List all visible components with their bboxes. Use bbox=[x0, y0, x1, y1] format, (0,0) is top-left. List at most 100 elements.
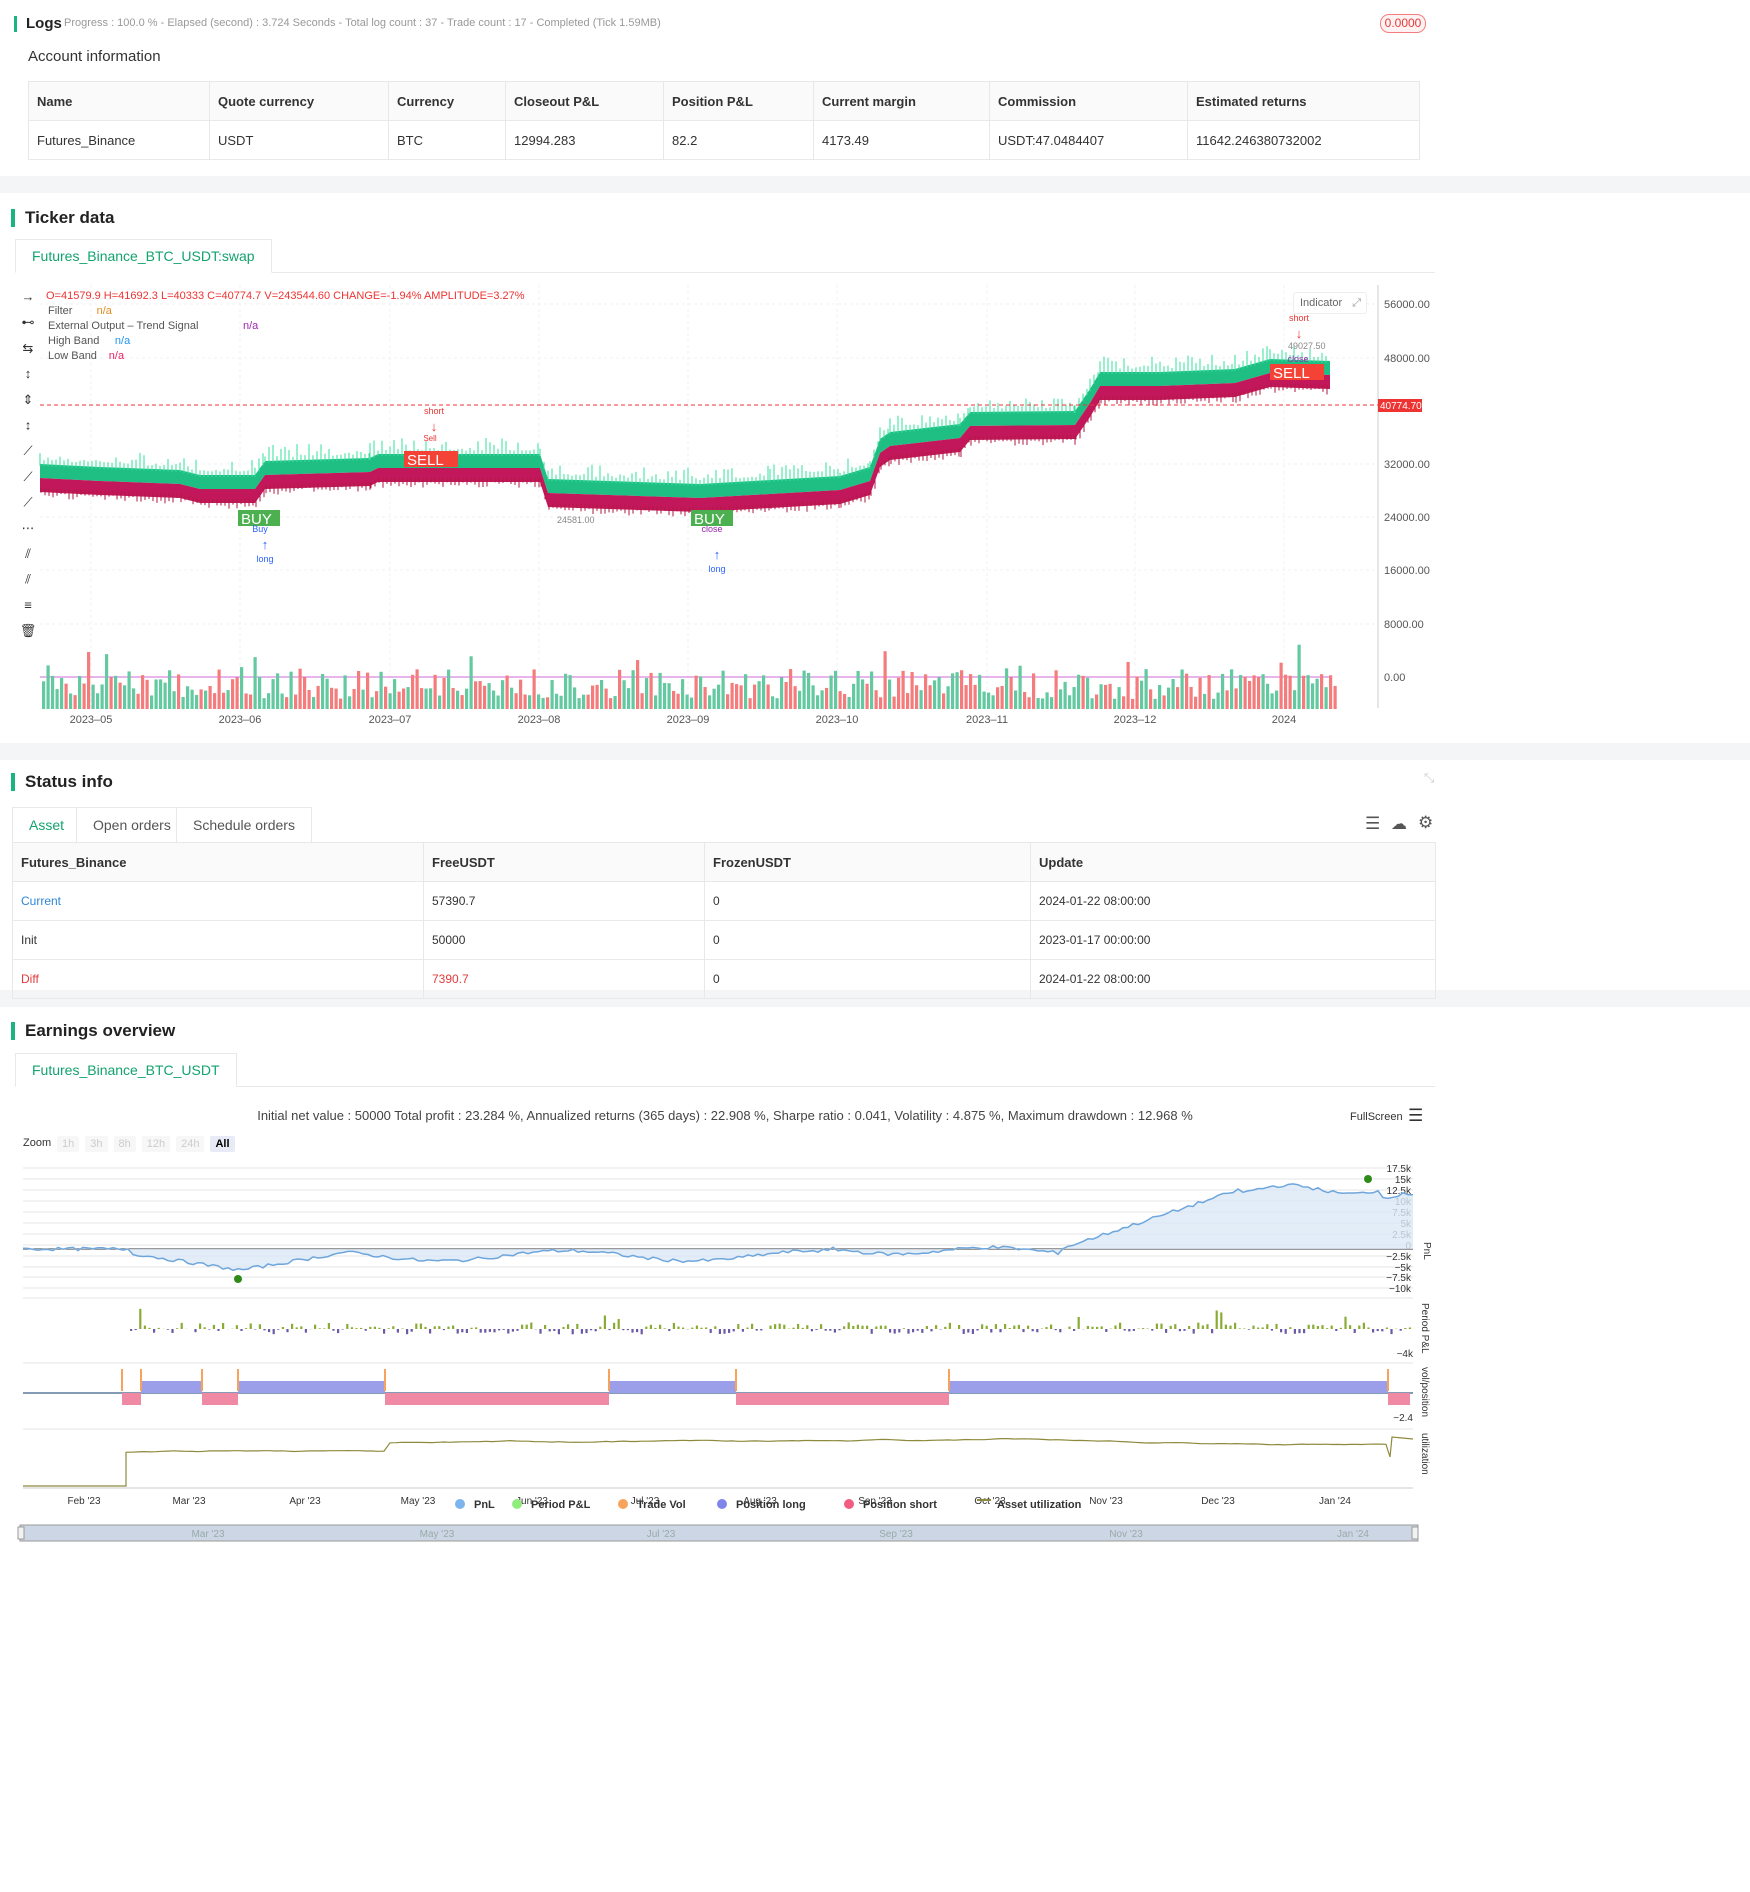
volume-bar bbox=[888, 679, 892, 709]
navigator-label: May '23 bbox=[420, 1529, 455, 1540]
axis-title: utilization bbox=[1419, 1433, 1430, 1475]
period-bar bbox=[884, 1325, 887, 1329]
period-bar bbox=[245, 1328, 248, 1329]
legend-value: n/a bbox=[109, 350, 125, 362]
row-current-label[interactable]: Current bbox=[12, 881, 424, 921]
extended-line-icon[interactable]: ⇆ bbox=[23, 340, 34, 355]
fullscreen-button[interactable]: FullScreen bbox=[1350, 1111, 1403, 1123]
volume-bar bbox=[793, 686, 797, 709]
period-bar bbox=[714, 1326, 717, 1329]
vertical-line-icon[interactable]: ↕ bbox=[25, 366, 32, 381]
period-bar bbox=[281, 1327, 284, 1329]
volume-bar bbox=[1090, 698, 1094, 709]
trade-vol-bar bbox=[735, 1369, 737, 1391]
parallel-icon[interactable]: ⫽ bbox=[24, 546, 31, 561]
position-long-bar bbox=[238, 1381, 385, 1393]
line-icon[interactable]: ⟋ bbox=[23, 495, 33, 510]
menu-icon[interactable]: ☰ bbox=[1408, 1106, 1424, 1125]
volume-bar bbox=[1284, 674, 1288, 709]
expand-icon[interactable]: ⤢ bbox=[1352, 297, 1361, 309]
sell-signal-label: SELL bbox=[1273, 365, 1310, 382]
volume-bar bbox=[753, 684, 757, 709]
column-header: Quote currency bbox=[209, 81, 389, 121]
measure-icon[interactable]: ↕ bbox=[25, 418, 32, 433]
volume-bar bbox=[775, 698, 779, 709]
zoom-All-button[interactable]: All bbox=[210, 1136, 235, 1152]
fib-icon[interactable]: ≡ bbox=[24, 597, 32, 612]
volume-bar bbox=[726, 694, 730, 709]
period-bar bbox=[603, 1315, 606, 1329]
navigator-handle-left[interactable] bbox=[17, 1526, 25, 1540]
trend-line-icon[interactable]: ⟋ bbox=[23, 443, 33, 458]
volume-bar bbox=[42, 681, 46, 709]
tab-ticker-symbol[interactable]: Futures_Binance_BTC_USDT:swap bbox=[15, 239, 272, 273]
volume-bar bbox=[109, 677, 113, 709]
text-icon[interactable]: ⋯ bbox=[22, 520, 35, 535]
trade-vol-bar bbox=[1387, 1369, 1389, 1391]
channel-icon[interactable]: ⫽ bbox=[24, 572, 31, 587]
ray-icon[interactable]: ⊷ bbox=[22, 315, 35, 330]
volume-bar bbox=[573, 687, 577, 709]
tab-asset[interactable]: Asset bbox=[12, 807, 82, 843]
volume-bar bbox=[631, 670, 635, 709]
period-bar bbox=[870, 1329, 873, 1334]
volume-bar bbox=[1257, 677, 1261, 709]
asset-table: Futures_Binance FreeUSDT FrozenUSDT Update … bbox=[12, 842, 1436, 999]
period-bar bbox=[613, 1322, 616, 1329]
indicator-button[interactable]: Indicator ⤢ bbox=[1293, 292, 1367, 314]
volume-bar bbox=[181, 697, 185, 709]
navigator-track bbox=[20, 1525, 1418, 1541]
zoom-1h-button[interactable]: 1h bbox=[57, 1136, 80, 1152]
cloud-download-icon[interactable]: ☁ bbox=[1391, 816, 1407, 833]
arrow-line-icon[interactable]: ⟋ bbox=[23, 469, 33, 484]
month-label: Mar '23 bbox=[172, 1496, 205, 1507]
navigator-handle-right[interactable] bbox=[1411, 1526, 1419, 1540]
period-bar bbox=[286, 1329, 289, 1333]
volume-bar bbox=[721, 670, 725, 709]
volume-bar bbox=[1315, 678, 1319, 709]
period-bar bbox=[751, 1323, 754, 1329]
zoom-12h-button[interactable]: 12h bbox=[141, 1136, 171, 1152]
list-icon[interactable]: ☰ bbox=[1365, 814, 1381, 833]
horizontal-line-icon[interactable]: → bbox=[22, 289, 35, 304]
volume-bar bbox=[649, 672, 653, 709]
legend-filter: Filter bbox=[48, 305, 73, 317]
volume-bar bbox=[1009, 677, 1013, 709]
period-bar bbox=[433, 1326, 436, 1329]
volume-bar bbox=[654, 695, 658, 709]
period-bar bbox=[668, 1329, 671, 1332]
trash-icon[interactable]: 🗑 bbox=[20, 623, 37, 638]
volume-bar bbox=[1086, 677, 1090, 709]
volume-bar bbox=[546, 697, 550, 709]
period-bar bbox=[199, 1323, 202, 1329]
tab-earnings-symbol[interactable]: Futures_Binance_BTC_USDT bbox=[15, 1053, 237, 1087]
period-bar bbox=[332, 1329, 335, 1331]
sell-signal-box bbox=[1270, 364, 1324, 380]
period-bar bbox=[134, 1329, 137, 1331]
crosshair-icon[interactable]: ⇕ bbox=[23, 392, 34, 407]
legend-high-band: High Band bbox=[48, 335, 99, 347]
volume-bar bbox=[1054, 670, 1058, 709]
position-short-bar bbox=[385, 1393, 609, 1405]
gear-icon[interactable]: ⚙ bbox=[1418, 813, 1434, 832]
navigator-label: Jul '23 bbox=[647, 1529, 676, 1540]
tab-schedule-orders[interactable]: Schedule orders bbox=[176, 807, 312, 843]
zoom-3h-button[interactable]: 3h bbox=[85, 1136, 108, 1152]
period-bar bbox=[1211, 1329, 1214, 1334]
volume-bar bbox=[982, 691, 986, 709]
cell: 2024-01-22 08:00:00 bbox=[1030, 959, 1436, 999]
volume-bar bbox=[339, 698, 343, 709]
volume-bar bbox=[712, 688, 716, 709]
period-bar bbox=[1234, 1322, 1237, 1329]
period-bar bbox=[1013, 1325, 1016, 1329]
volume-bar bbox=[991, 695, 995, 709]
volume-bar bbox=[1171, 678, 1175, 709]
period-bar bbox=[383, 1329, 386, 1334]
tab-open-orders[interactable]: Open orders bbox=[76, 807, 188, 843]
pnl-tick-label: −10k bbox=[1389, 1284, 1412, 1295]
collapse-icon[interactable]: ⤡ bbox=[1424, 770, 1435, 785]
volume-bar bbox=[933, 680, 937, 709]
period-bar bbox=[139, 1308, 142, 1329]
zoom-8h-button[interactable]: 8h bbox=[113, 1136, 136, 1152]
zoom-24h-button[interactable]: 24h bbox=[176, 1136, 205, 1152]
